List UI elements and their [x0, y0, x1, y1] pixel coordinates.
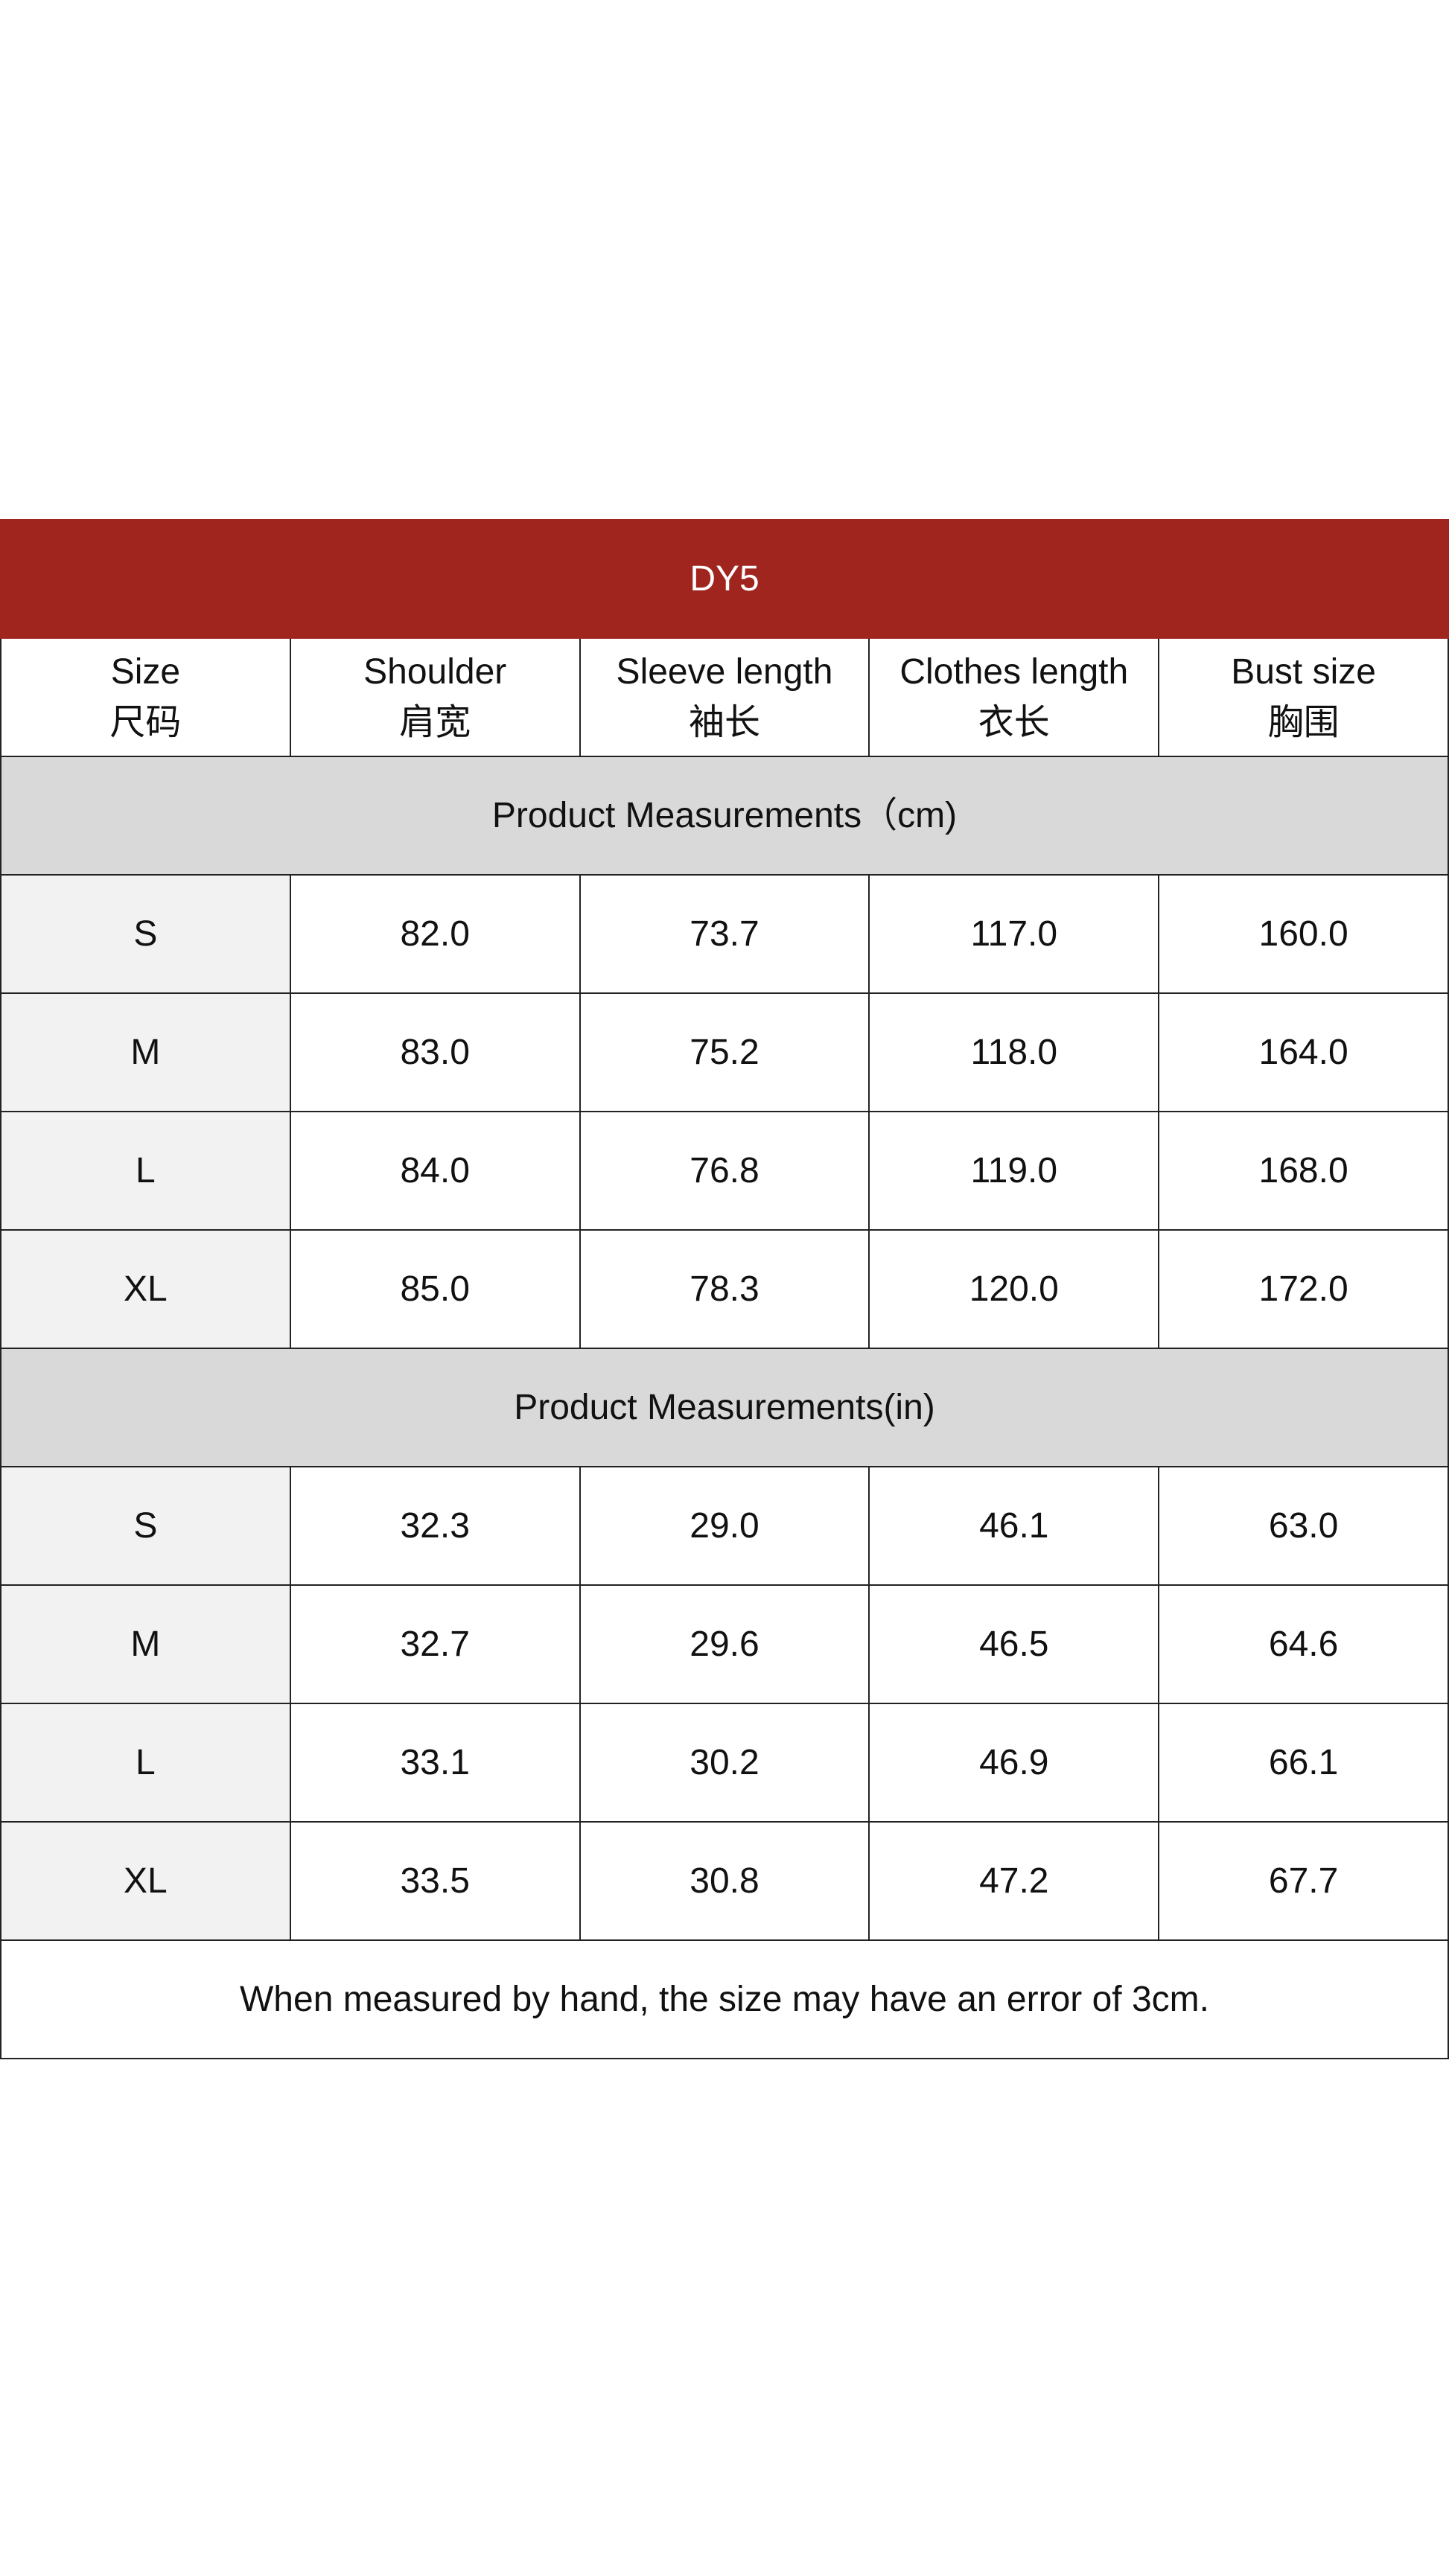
data-row: XL 33.5 30.8 47.2 67.7 — [0, 1821, 1449, 1941]
value-cell: 30.2 — [579, 1703, 870, 1823]
header-zh: 衣长 — [978, 702, 1050, 742]
value-cell: 168.0 — [1158, 1111, 1449, 1231]
header-zh: 胸围 — [1267, 702, 1340, 742]
header-cell: Sleeve length 袖长 — [579, 637, 870, 757]
value-cell: 46.1 — [868, 1466, 1160, 1586]
value-cell: 84.0 — [289, 1111, 581, 1231]
value-cell: 76.8 — [579, 1111, 870, 1231]
data-row: S 82.0 73.7 117.0 160.0 — [0, 874, 1449, 994]
note: When measured by hand, the size may have… — [0, 1939, 1449, 2059]
value-cell: 82.0 — [289, 874, 581, 994]
value-cell: 32.7 — [289, 1584, 581, 1704]
data-row: L 33.1 30.2 46.9 66.1 — [0, 1703, 1449, 1823]
value-cell: 78.3 — [579, 1229, 870, 1349]
header-zh: 尺码 — [109, 702, 182, 742]
size-table: DY5 Size 尺码 Shoulder 肩宽 Sleeve length 袖长 Clothe… — [0, 519, 1449, 2059]
table-title: DY5 — [0, 519, 1449, 639]
header-cell: Shoulder 肩宽 — [289, 637, 581, 757]
value-cell: 67.7 — [1158, 1821, 1449, 1941]
header-cell: Size 尺码 — [0, 637, 291, 757]
data-row: S 32.3 29.0 46.1 63.0 — [0, 1466, 1449, 1586]
note-row: When measured by hand, the size may have… — [0, 1939, 1449, 2059]
value-cell: 118.0 — [868, 992, 1160, 1112]
section-title: Product Measurements(in) — [0, 1348, 1449, 1467]
header-cell: Bust size 胸围 — [1158, 637, 1449, 757]
value-cell: 160.0 — [1158, 874, 1449, 994]
value-cell: 33.1 — [289, 1703, 581, 1823]
size-cell: XL — [0, 1229, 291, 1349]
value-cell: 33.5 — [289, 1821, 581, 1941]
value-cell: 85.0 — [289, 1229, 581, 1349]
header-zh: 袖长 — [688, 702, 760, 742]
size-cell: S — [0, 1466, 291, 1586]
value-cell: 32.3 — [289, 1466, 581, 1586]
size-cell: XL — [0, 1821, 291, 1941]
value-cell: 29.6 — [579, 1584, 870, 1704]
size-cell: M — [0, 1584, 291, 1704]
size-cell: L — [0, 1111, 291, 1231]
value-cell: 172.0 — [1158, 1229, 1449, 1349]
header-en: Bust size — [1231, 652, 1376, 692]
value-cell: 64.6 — [1158, 1584, 1449, 1704]
data-row: XL 85.0 78.3 120.0 172.0 — [0, 1229, 1449, 1349]
title-row: DY5 — [0, 519, 1449, 639]
value-cell: 83.0 — [289, 992, 581, 1112]
header-en: Sleeve length — [616, 652, 833, 692]
size-cell: L — [0, 1703, 291, 1823]
value-cell: 46.5 — [868, 1584, 1160, 1704]
value-cell: 120.0 — [868, 1229, 1160, 1349]
value-cell: 66.1 — [1158, 1703, 1449, 1823]
section-row: Product Measurements(in) — [0, 1348, 1449, 1467]
header-en: Size — [110, 652, 181, 692]
section-row: Product Measurements（cm) — [0, 756, 1449, 876]
value-cell: 30.8 — [579, 1821, 870, 1941]
header-cell: Clothes length 衣长 — [868, 637, 1160, 757]
data-row: M 83.0 75.2 118.0 164.0 — [0, 992, 1449, 1112]
value-cell: 75.2 — [579, 992, 870, 1112]
value-cell: 117.0 — [868, 874, 1160, 994]
value-cell: 63.0 — [1158, 1466, 1449, 1586]
value-cell: 47.2 — [868, 1821, 1160, 1941]
size-cell: S — [0, 874, 291, 994]
header-en: Clothes length — [899, 652, 1129, 692]
value-cell: 164.0 — [1158, 992, 1449, 1112]
header-row: Size 尺码 Shoulder 肩宽 Sleeve length 袖长 Clothes l… — [0, 637, 1449, 757]
value-cell: 29.0 — [579, 1466, 870, 1586]
value-cell: 73.7 — [579, 874, 870, 994]
data-row: L 84.0 76.8 119.0 168.0 — [0, 1111, 1449, 1231]
size-cell: M — [0, 992, 291, 1112]
header-en: Shoulder — [363, 652, 507, 692]
value-cell: 46.9 — [868, 1703, 1160, 1823]
value-cell: 119.0 — [868, 1111, 1160, 1231]
data-row: M 32.7 29.6 46.5 64.6 — [0, 1584, 1449, 1704]
header-zh: 肩宽 — [399, 702, 471, 742]
section-title: Product Measurements（cm) — [0, 756, 1449, 876]
